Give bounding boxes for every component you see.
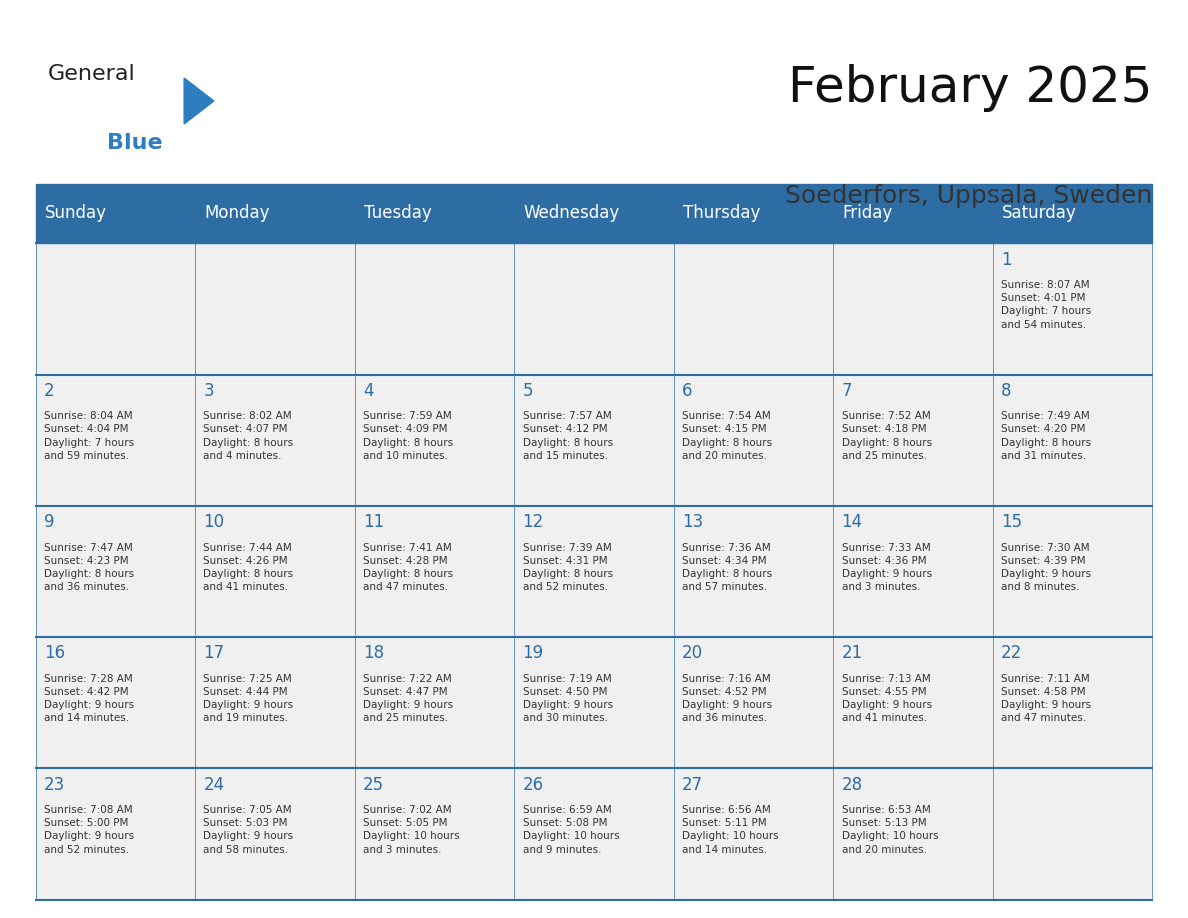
Text: Monday: Monday: [204, 205, 270, 222]
Text: 10: 10: [203, 513, 225, 532]
Text: Sunrise: 7:47 AM
Sunset: 4:23 PM
Daylight: 8 hours
and 36 minutes.: Sunrise: 7:47 AM Sunset: 4:23 PM Dayligh…: [44, 543, 134, 592]
Text: Blue: Blue: [107, 133, 163, 153]
Text: Sunrise: 8:02 AM
Sunset: 4:07 PM
Daylight: 8 hours
and 4 minutes.: Sunrise: 8:02 AM Sunset: 4:07 PM Dayligh…: [203, 411, 293, 461]
Text: 6: 6: [682, 382, 693, 400]
Text: Friday: Friday: [842, 205, 893, 222]
FancyBboxPatch shape: [36, 506, 1152, 637]
Text: 2: 2: [44, 382, 55, 400]
Text: Sunrise: 7:30 AM
Sunset: 4:39 PM
Daylight: 9 hours
and 8 minutes.: Sunrise: 7:30 AM Sunset: 4:39 PM Dayligh…: [1001, 543, 1092, 592]
Text: 4: 4: [364, 382, 373, 400]
Text: Sunrise: 7:54 AM
Sunset: 4:15 PM
Daylight: 8 hours
and 20 minutes.: Sunrise: 7:54 AM Sunset: 4:15 PM Dayligh…: [682, 411, 772, 461]
Text: Tuesday: Tuesday: [365, 205, 432, 222]
Text: Sunrise: 7:39 AM
Sunset: 4:31 PM
Daylight: 8 hours
and 52 minutes.: Sunrise: 7:39 AM Sunset: 4:31 PM Dayligh…: [523, 543, 613, 592]
Text: 23: 23: [44, 776, 65, 794]
Text: 16: 16: [44, 644, 65, 663]
FancyBboxPatch shape: [36, 375, 1152, 506]
Text: Sunrise: 7:13 AM
Sunset: 4:55 PM
Daylight: 9 hours
and 41 minutes.: Sunrise: 7:13 AM Sunset: 4:55 PM Dayligh…: [841, 674, 931, 723]
Text: Sunrise: 7:59 AM
Sunset: 4:09 PM
Daylight: 8 hours
and 10 minutes.: Sunrise: 7:59 AM Sunset: 4:09 PM Dayligh…: [364, 411, 453, 461]
Text: 17: 17: [203, 644, 225, 663]
FancyBboxPatch shape: [36, 768, 1152, 900]
Text: 25: 25: [364, 776, 384, 794]
Text: Sunrise: 6:53 AM
Sunset: 5:13 PM
Daylight: 10 hours
and 20 minutes.: Sunrise: 6:53 AM Sunset: 5:13 PM Dayligh…: [841, 805, 939, 855]
Text: 15: 15: [1001, 513, 1022, 532]
Text: Sunrise: 7:05 AM
Sunset: 5:03 PM
Daylight: 9 hours
and 58 minutes.: Sunrise: 7:05 AM Sunset: 5:03 PM Dayligh…: [203, 805, 293, 855]
Text: 14: 14: [841, 513, 862, 532]
Text: Sunrise: 7:16 AM
Sunset: 4:52 PM
Daylight: 9 hours
and 36 minutes.: Sunrise: 7:16 AM Sunset: 4:52 PM Dayligh…: [682, 674, 772, 723]
Text: 1: 1: [1001, 251, 1012, 269]
Text: 5: 5: [523, 382, 533, 400]
Text: 12: 12: [523, 513, 544, 532]
Text: Sunrise: 7:11 AM
Sunset: 4:58 PM
Daylight: 9 hours
and 47 minutes.: Sunrise: 7:11 AM Sunset: 4:58 PM Dayligh…: [1001, 674, 1092, 723]
Text: 22: 22: [1001, 644, 1023, 663]
Text: 9: 9: [44, 513, 55, 532]
Text: Soederfors, Uppsala, Sweden: Soederfors, Uppsala, Sweden: [785, 184, 1152, 207]
Text: Sunrise: 7:52 AM
Sunset: 4:18 PM
Daylight: 8 hours
and 25 minutes.: Sunrise: 7:52 AM Sunset: 4:18 PM Dayligh…: [841, 411, 931, 461]
Polygon shape: [184, 78, 214, 124]
Text: Sunday: Sunday: [45, 205, 107, 222]
Text: 21: 21: [841, 644, 862, 663]
Text: Sunrise: 7:22 AM
Sunset: 4:47 PM
Daylight: 9 hours
and 25 minutes.: Sunrise: 7:22 AM Sunset: 4:47 PM Dayligh…: [364, 674, 453, 723]
Text: 19: 19: [523, 644, 544, 663]
Text: Sunrise: 6:56 AM
Sunset: 5:11 PM
Daylight: 10 hours
and 14 minutes.: Sunrise: 6:56 AM Sunset: 5:11 PM Dayligh…: [682, 805, 778, 855]
Text: 3: 3: [203, 382, 214, 400]
Text: 20: 20: [682, 644, 703, 663]
Text: 27: 27: [682, 776, 703, 794]
Text: Thursday: Thursday: [683, 205, 760, 222]
Text: Sunrise: 7:49 AM
Sunset: 4:20 PM
Daylight: 8 hours
and 31 minutes.: Sunrise: 7:49 AM Sunset: 4:20 PM Dayligh…: [1001, 411, 1092, 461]
Text: Sunrise: 7:19 AM
Sunset: 4:50 PM
Daylight: 9 hours
and 30 minutes.: Sunrise: 7:19 AM Sunset: 4:50 PM Dayligh…: [523, 674, 613, 723]
Text: Sunrise: 7:25 AM
Sunset: 4:44 PM
Daylight: 9 hours
and 19 minutes.: Sunrise: 7:25 AM Sunset: 4:44 PM Dayligh…: [203, 674, 293, 723]
Text: 8: 8: [1001, 382, 1012, 400]
Text: 18: 18: [364, 644, 384, 663]
FancyBboxPatch shape: [36, 184, 1152, 243]
Text: 26: 26: [523, 776, 544, 794]
Text: February 2025: February 2025: [788, 64, 1152, 112]
Text: Sunrise: 7:28 AM
Sunset: 4:42 PM
Daylight: 9 hours
and 14 minutes.: Sunrise: 7:28 AM Sunset: 4:42 PM Dayligh…: [44, 674, 134, 723]
FancyBboxPatch shape: [36, 243, 1152, 375]
Text: Sunrise: 7:41 AM
Sunset: 4:28 PM
Daylight: 8 hours
and 47 minutes.: Sunrise: 7:41 AM Sunset: 4:28 PM Dayligh…: [364, 543, 453, 592]
Text: Sunrise: 7:44 AM
Sunset: 4:26 PM
Daylight: 8 hours
and 41 minutes.: Sunrise: 7:44 AM Sunset: 4:26 PM Dayligh…: [203, 543, 293, 592]
Text: 24: 24: [203, 776, 225, 794]
Text: Wednesday: Wednesday: [524, 205, 620, 222]
Text: 13: 13: [682, 513, 703, 532]
Text: Sunrise: 8:04 AM
Sunset: 4:04 PM
Daylight: 7 hours
and 59 minutes.: Sunrise: 8:04 AM Sunset: 4:04 PM Dayligh…: [44, 411, 134, 461]
Text: Saturday: Saturday: [1003, 205, 1078, 222]
Text: Sunrise: 6:59 AM
Sunset: 5:08 PM
Daylight: 10 hours
and 9 minutes.: Sunrise: 6:59 AM Sunset: 5:08 PM Dayligh…: [523, 805, 619, 855]
Text: Sunrise: 7:57 AM
Sunset: 4:12 PM
Daylight: 8 hours
and 15 minutes.: Sunrise: 7:57 AM Sunset: 4:12 PM Dayligh…: [523, 411, 613, 461]
Text: Sunrise: 7:33 AM
Sunset: 4:36 PM
Daylight: 9 hours
and 3 minutes.: Sunrise: 7:33 AM Sunset: 4:36 PM Dayligh…: [841, 543, 931, 592]
Text: 28: 28: [841, 776, 862, 794]
FancyBboxPatch shape: [36, 637, 1152, 768]
Text: 11: 11: [364, 513, 384, 532]
Text: General: General: [48, 64, 135, 84]
Text: Sunrise: 8:07 AM
Sunset: 4:01 PM
Daylight: 7 hours
and 54 minutes.: Sunrise: 8:07 AM Sunset: 4:01 PM Dayligh…: [1001, 280, 1092, 330]
Text: Sunrise: 7:08 AM
Sunset: 5:00 PM
Daylight: 9 hours
and 52 minutes.: Sunrise: 7:08 AM Sunset: 5:00 PM Dayligh…: [44, 805, 134, 855]
Text: Sunrise: 7:02 AM
Sunset: 5:05 PM
Daylight: 10 hours
and 3 minutes.: Sunrise: 7:02 AM Sunset: 5:05 PM Dayligh…: [364, 805, 460, 855]
Text: 7: 7: [841, 382, 852, 400]
Text: Sunrise: 7:36 AM
Sunset: 4:34 PM
Daylight: 8 hours
and 57 minutes.: Sunrise: 7:36 AM Sunset: 4:34 PM Dayligh…: [682, 543, 772, 592]
